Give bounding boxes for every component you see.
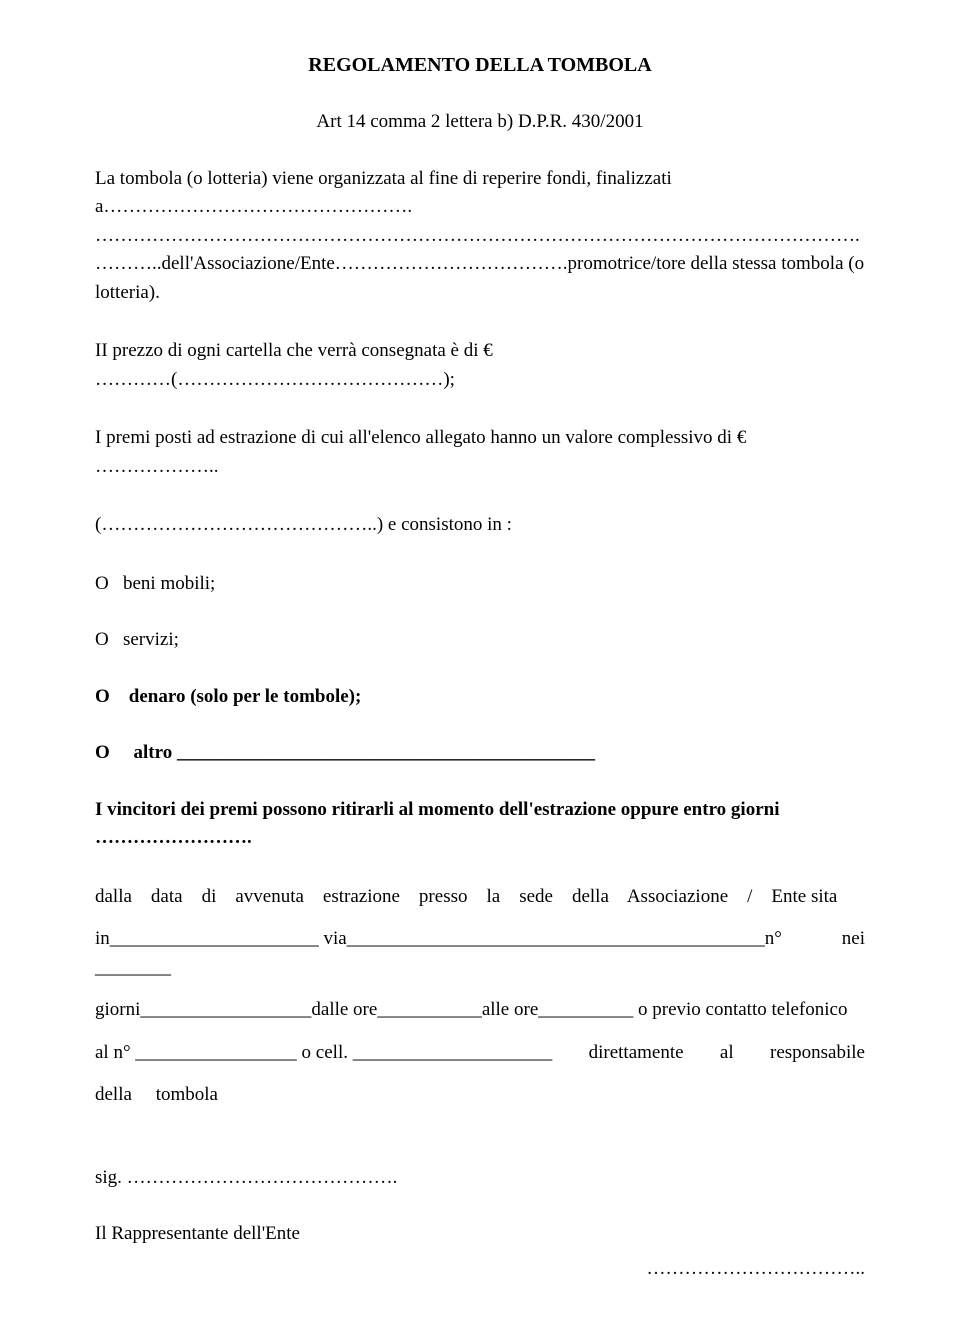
line-via: in______________________ via____________… <box>95 925 865 982</box>
paragraph-3: I premi posti ad estrazione di cui all'e… <box>95 424 865 481</box>
paragraph-2: II prezzo di ogni cartella che verrà con… <box>95 337 865 394</box>
text-b: tombola <box>156 1084 218 1105</box>
text-d: responsabile <box>770 1039 865 1068</box>
text: dalla data di avvenuta estrazione presso… <box>95 883 837 912</box>
line-della-tombola: della tombola <box>95 1081 865 1110</box>
option-label: altro __________________________________… <box>134 742 595 763</box>
line-rappresentante: Il Rappresentante dell'Ente <box>95 1220 865 1249</box>
line-giorni: giorni__________________dalle ore_______… <box>95 996 865 1025</box>
option-altro: O altro ________________________________… <box>95 739 865 768</box>
p1-line3: …………………………………………………………………………………………………………… <box>95 225 860 246</box>
text-left: in______________________ via____________… <box>95 925 842 982</box>
text-c: al <box>720 1039 734 1068</box>
p5-line1: I vincitori dei premi possono ritirarli … <box>95 799 779 820</box>
p3-line2: ……………….. <box>95 456 219 477</box>
p2-line1: II prezzo di ogni cartella che verrà con… <box>95 340 493 361</box>
line-sede: dalla data di avvenuta estrazione presso… <box>95 883 865 912</box>
paragraph-4: (……………………………………..) e consistono in : <box>95 511 865 540</box>
text-right: nei <box>842 925 865 982</box>
option-marker: O <box>95 742 110 763</box>
line-cell: al n° _________________ o cell. ________… <box>95 1039 865 1068</box>
p1-line4: ………..dell'Associazione/Ente……………………………….… <box>95 253 864 274</box>
p1-line1: La tombola (o lotteria) viene organizzat… <box>95 168 672 189</box>
option-label: servizi; <box>123 629 179 650</box>
p5-line2: ……………………. <box>95 827 252 848</box>
line-sig: sig. ……………………………………. <box>95 1164 865 1193</box>
text: giorni__________________dalle ore_______… <box>95 996 847 1025</box>
text-b: direttamente <box>589 1039 684 1068</box>
document-subtitle: Art 14 comma 2 lettera b) D.P.R. 430/200… <box>95 108 865 137</box>
p1-line5: lotteria). <box>95 282 160 303</box>
option-marker: O <box>95 573 109 594</box>
text-a: della <box>95 1084 132 1105</box>
document-page: REGOLAMENTO DELLA TOMBOLA Art 14 comma 2… <box>0 0 960 1323</box>
option-beni-mobili: O beni mobili; <box>95 570 865 599</box>
document-title: REGOLAMENTO DELLA TOMBOLA <box>95 50 865 80</box>
option-marker: O <box>95 686 110 707</box>
paragraph-1: La tombola (o lotteria) viene organizzat… <box>95 165 865 308</box>
paragraph-5: I vincitori dei premi possono ritirarli … <box>95 796 865 853</box>
p3-line1: I premi posti ad estrazione di cui all'e… <box>95 427 746 448</box>
text-a: al n° _________________ o cell. ________… <box>95 1039 552 1068</box>
option-label: denaro (solo per le tombole); <box>129 686 362 707</box>
option-label: beni mobili; <box>123 573 215 594</box>
option-marker: O <box>95 629 109 650</box>
signature-dots: …………………………….. <box>95 1255 865 1284</box>
p1-line2: a…………………………………………. <box>95 196 412 217</box>
p2-line2: …………(……………………………………); <box>95 369 455 390</box>
option-servizi: O servizi; <box>95 626 865 655</box>
option-denaro: O denaro (solo per le tombole); <box>95 683 865 712</box>
